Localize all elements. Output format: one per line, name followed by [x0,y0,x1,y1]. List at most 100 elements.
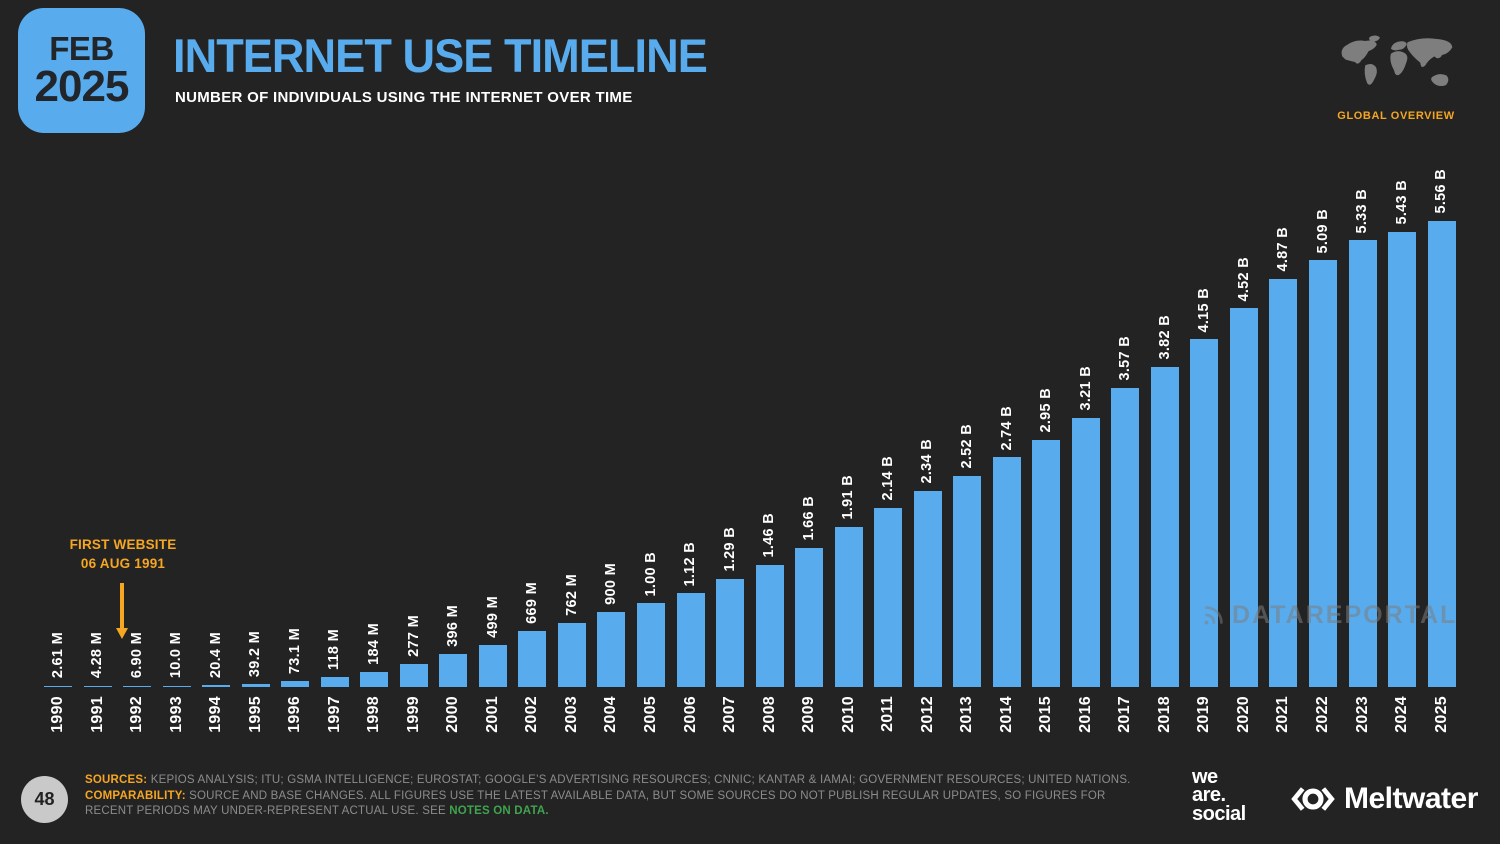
year-label: 2023 [1353,696,1371,733]
bar-area: 4.52 B [1229,157,1258,687]
bar-1997 [320,677,349,687]
chart-column: 5.43 B 2024 [1388,157,1417,733]
bar-1999 [399,663,428,687]
bar-area: 277 M [399,157,428,687]
year-label: 2025 [1432,696,1450,733]
bar-1992 [123,685,152,687]
chart-column: 1.46 B 2008 [755,157,784,733]
bar-area: 2.61 M [44,157,72,687]
bar-value-label: 2.61 M [49,632,66,679]
we-are-social-logo: we are. social [1192,766,1246,824]
year-label: 2020 [1234,696,1252,733]
year-label: 2019 [1195,696,1213,733]
comparability-text: SOURCE AND BASE CHANGES. ALL FIGURES USE… [85,789,1106,818]
bar-2021 [1269,278,1298,687]
bar-2024 [1388,231,1417,687]
notes-on-data-link[interactable]: NOTES ON DATA. [449,805,549,817]
bar-area: 118 M [320,157,349,687]
year-label: 1990 [49,696,66,733]
was-line1: we [1192,766,1218,788]
year-label: 2014 [997,696,1015,733]
chart-column: 184 M 1998 [360,157,389,733]
year-label: 2007 [721,696,739,733]
chart-column: 6.90 M 1992 [123,157,152,733]
bar-area: 4.28 M [83,157,112,687]
chart-column: 1.12 B 2006 [676,157,705,733]
bar-1995 [241,683,270,687]
page-subtitle: NUMBER OF INDIVIDUALS USING THE INTERNET… [175,89,633,106]
bar-area: 5.33 B [1348,157,1377,687]
year-label: 2009 [800,696,818,733]
comparability-label: COMPARABILITY: [85,789,186,802]
year-label: 2004 [602,696,620,733]
bar-2001 [478,645,507,687]
bar-chart: 2.61 M 1990 4.28 M 1991 6.90 M 1992 10.0 M 1993… [44,157,1456,757]
chart-column: 10.0 M 1993 [162,157,191,733]
bar-2003 [557,623,586,687]
bar-2013 [953,475,982,687]
bar-area: 762 M [557,157,586,687]
bar-area: 20.4 M [202,157,231,687]
was-line2: are. [1192,784,1226,807]
year-label: 1996 [286,696,304,733]
bar-value-label: 1.12 B [682,541,699,587]
bar-area: 2.95 B [1032,157,1061,687]
bar-1994 [202,685,231,687]
bar-2006 [676,593,705,687]
year-label: 1992 [128,696,146,733]
chart-column: 3.82 B 2018 [1150,157,1179,733]
chart-column: 2.95 B 2015 [1032,157,1061,733]
chart-column: 2.14 B 2011 [874,157,903,733]
meltwater-eye-icon [1291,787,1335,811]
chart-column: 396 M 2000 [439,157,468,733]
bar-2015 [1032,439,1061,687]
year-label: 2013 [958,696,976,733]
chart-column: 3.57 B 2017 [1111,157,1140,733]
watermark-text: DATAREPORTAL [1232,601,1458,629]
bar-2010 [834,526,863,687]
chart-column: 4.28 M 1991 [83,157,112,733]
bar-2008 [755,564,784,687]
bar-value-label: 277 M [405,615,422,657]
bar-value-label: 118 M [326,629,343,671]
sources-label: SOURCES: [85,774,148,786]
bar-value-label: 2.74 B [998,405,1015,451]
bar-2002 [518,630,547,687]
year-label: 2011 [879,696,897,732]
bar-value-label: 1.29 B [721,527,738,572]
bar-value-label: 4.52 B [1235,256,1252,302]
bar-2009 [795,547,824,687]
year-label: 1993 [167,696,185,733]
chart-column: 277 M 1999 [399,157,428,733]
bar-1993 [162,685,191,687]
chart-column: 1.66 B 2009 [795,157,824,733]
bar-2023 [1348,240,1377,687]
datareportal-signal-icon [1204,605,1223,625]
bar-value-label: 20.4 M [207,632,224,679]
bar-value-label: 3.82 B [1156,315,1173,360]
date-badge: FEB 2025 [18,8,145,133]
chart-column: 1.00 B 2005 [636,157,665,733]
bar-value-label: 1.66 B [800,496,817,541]
bar-value-label: 1.00 B [642,551,659,597]
bar-area: 4.87 B [1269,157,1298,687]
year-label: 2012 [918,696,936,733]
bar-value-label: 5.43 B [1393,180,1410,225]
bar-area: 2.74 B [992,157,1021,687]
chart-column: 1.29 B 2007 [716,157,745,733]
year-label: 2000 [444,696,462,733]
footer-sources: SOURCES: KEPIOS ANALYSIS; ITU; GSMA INTE… [85,773,1143,820]
bar-2016 [1071,418,1100,687]
bar-value-label: 73.1 M [286,627,303,674]
bar-1998 [360,671,389,687]
annotation-line1: FIRST WEBSITE [69,537,177,552]
meltwater-name: Meltwater [1344,782,1478,815]
chart-column: 5.09 B 2022 [1309,157,1337,733]
bar-value-label: 5.09 B [1314,208,1331,254]
bar-area: 3.21 B [1071,157,1100,687]
year-label: 2021 [1274,696,1292,733]
bar-value-label: 2.52 B [958,424,975,469]
bar-2007 [716,578,745,687]
page-title: INTERNET USE TIMELINE [173,29,708,82]
bar-2025 [1427,221,1456,687]
